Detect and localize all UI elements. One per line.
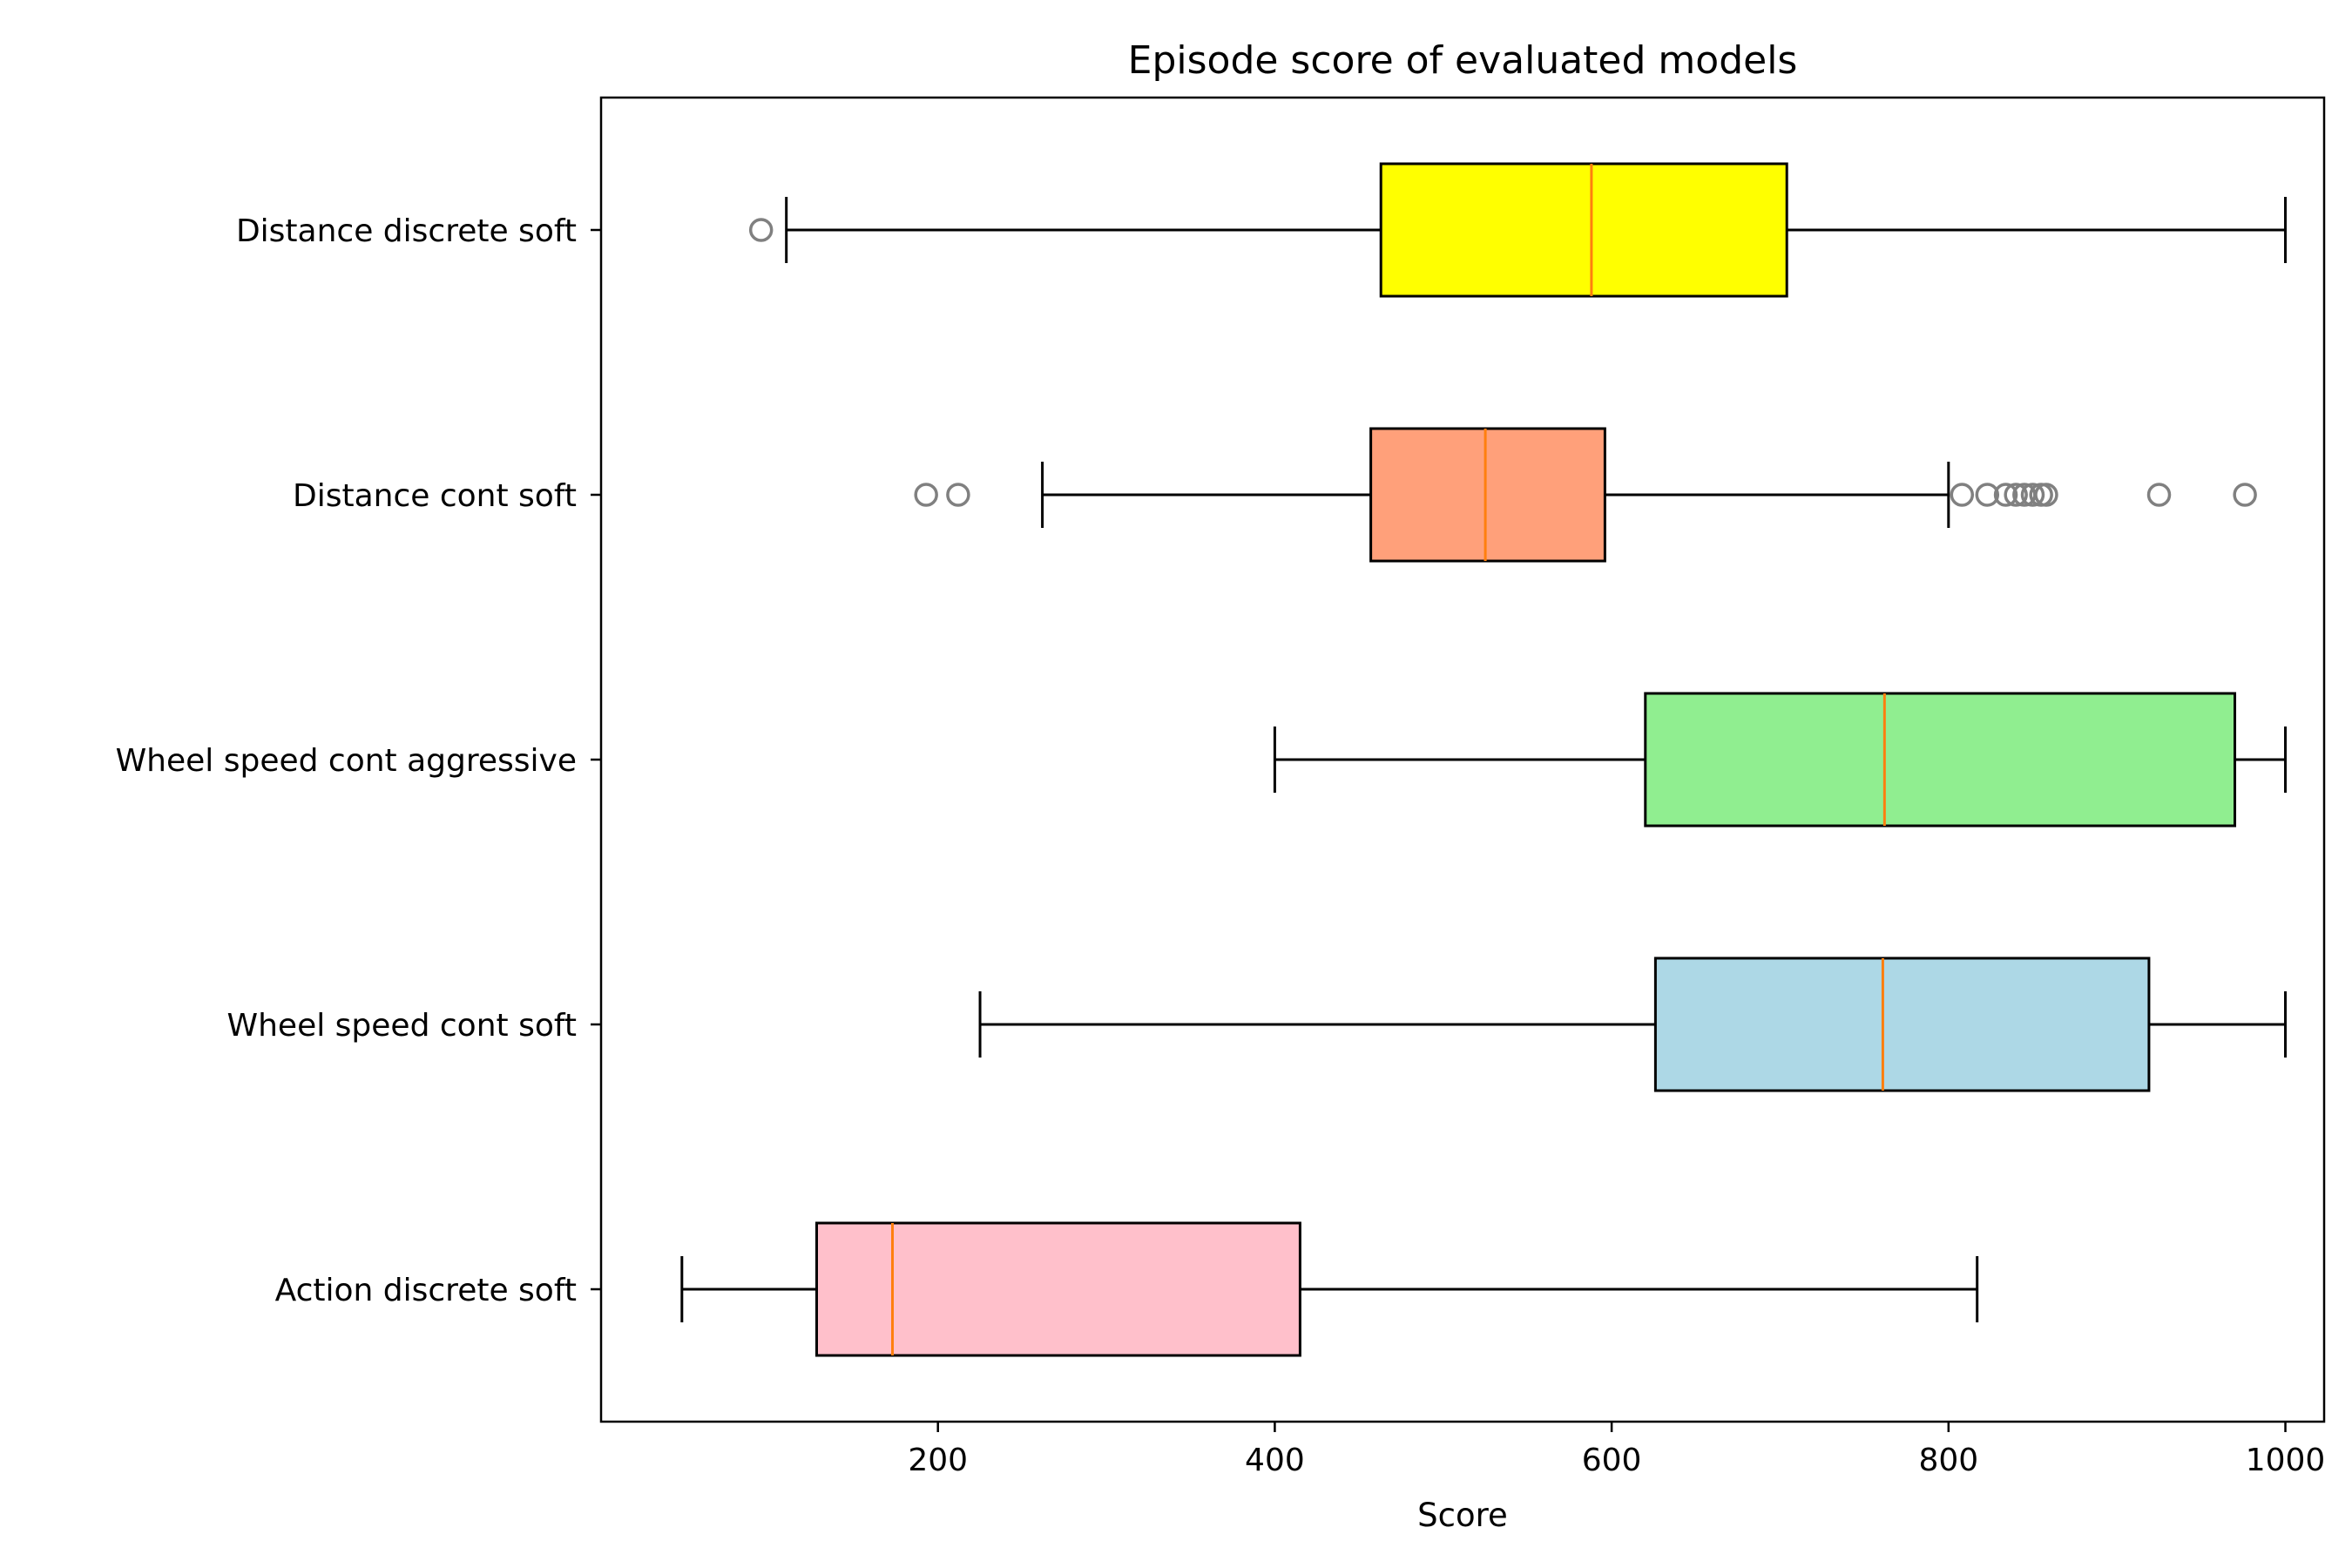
box-distance-cont-soft [914,427,2257,563]
outlier-point [2233,483,2257,507]
x-tick-label: 800 [1918,1443,1978,1478]
outlier-point [1993,483,2018,507]
x-tick-label: 600 [1582,1443,1642,1478]
x-tick-label: 200 [908,1443,968,1478]
box-iqr [1369,427,1606,563]
outlier-point [2146,483,2172,507]
y-tick-label: Distance cont soft [293,478,577,514]
outlier-point [2034,483,2058,507]
box-iqr [1644,692,2237,828]
y-tick-label: Distance discrete soft [236,213,577,249]
chart-title: Episode score of evaluated models [1128,38,1798,83]
x-tick-label: 400 [1245,1443,1305,1478]
x-tick-label: 1000 [2246,1443,2326,1478]
box-distance-discrete-soft [748,162,2288,298]
outlier-point [1950,483,1975,507]
outlier-point [1975,483,2000,507]
outlier-point [914,483,938,507]
y-tick-label: Action discrete soft [275,1273,577,1308]
outlier-point [946,483,970,507]
outlier-point [2020,483,2045,507]
box-action-discrete-soft [680,1221,1979,1357]
box-iqr [1379,162,1788,298]
box-wheel-speed-cont-soft [978,956,2288,1092]
y-tick-label: Wheel speed cont soft [227,1008,577,1044]
box-iqr [814,1221,1301,1357]
y-tick-label: Wheel speed cont aggressive [116,743,577,779]
plot-area [680,162,2288,1357]
box-iqr [1653,956,2151,1092]
outlier-point [748,218,774,242]
x-axis-label: Score [1417,1497,1508,1534]
y-axis: Distance discrete soft Distance cont soft… [116,213,601,1308]
outlier-point [2004,483,2028,507]
box-wheel-speed-cont-aggressive [1273,692,2288,828]
x-axis: 200 400 600 800 1000 [908,1422,2325,1478]
